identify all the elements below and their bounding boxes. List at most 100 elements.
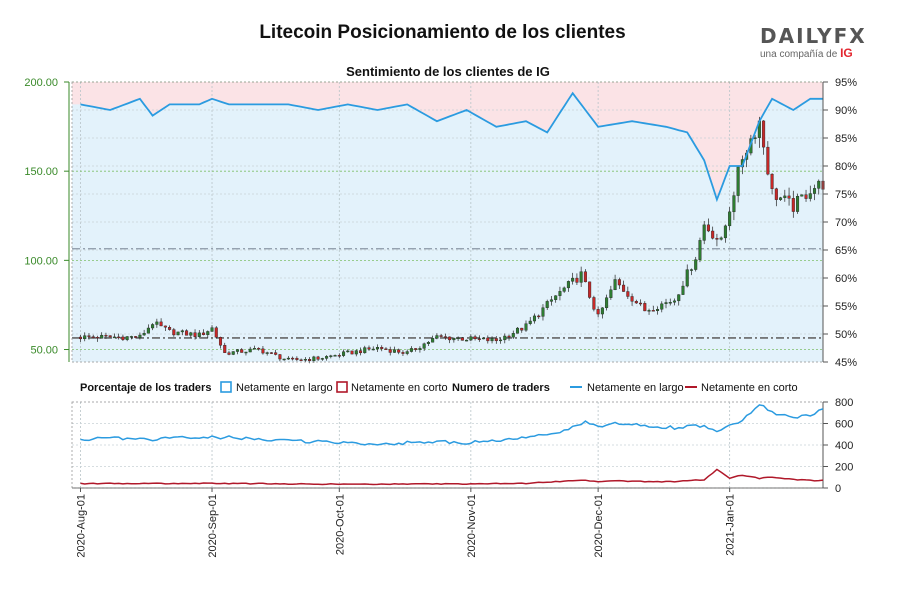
candle [791,190,795,218]
candle [715,233,719,247]
candle-body [214,327,218,338]
legend-pct-short-label: Netamente en corto [351,382,448,394]
candle-body [371,348,375,351]
candle [622,280,626,292]
candle [524,320,528,332]
candle [719,236,723,241]
candle-body [388,349,392,353]
candle [452,337,456,343]
candle-body [252,348,256,350]
candle [490,336,494,344]
candle [117,333,121,340]
candle-body [257,348,261,350]
candle [736,165,740,203]
candle [422,342,426,351]
candle [95,335,99,342]
candle-body [694,259,698,270]
candle-body [465,339,469,342]
candle-body [308,359,312,362]
candle [677,294,681,306]
candle [579,266,583,288]
legend-pct-short-swatch [336,381,348,393]
legend-pct-long-swatch [220,381,232,393]
candle-body [668,302,672,304]
candle [609,285,613,300]
candle [189,331,193,338]
candle-body [520,327,524,331]
candle-body [227,352,231,355]
candle-body [350,350,354,355]
candle-body [151,324,155,329]
candle [282,358,286,361]
count-tick-label: 800 [835,397,853,409]
candle-body [554,295,558,300]
candle-body [189,332,193,336]
candle [244,351,248,356]
candle [392,346,396,353]
candle-body [265,352,269,354]
candle-body [443,336,447,338]
candle-body [685,269,689,287]
candle-body [409,348,413,352]
candle [426,341,430,346]
candle-body [117,336,121,339]
candle [214,326,218,339]
date-tick-label: 2020-Aug-01 [75,494,87,558]
candle [600,307,604,319]
candle-body [367,347,371,350]
candle-body [431,338,435,343]
candle-body [626,291,630,297]
candle-body [672,300,677,303]
candle [354,349,358,357]
candle-body [499,339,503,342]
candle [537,314,541,320]
candle-body [779,197,783,200]
candle [265,351,269,356]
candle-body [473,336,477,339]
pct-tick-label: 75% [835,189,857,201]
candle-body [643,303,647,312]
candle-body [176,331,180,336]
candle [112,333,116,339]
candle-body [312,356,316,362]
count-tick-label: 200 [835,462,853,474]
count-long-line [80,404,824,446]
candle [681,280,685,295]
candle-body [456,337,460,340]
candle [380,345,384,352]
candle [732,191,736,221]
candle [643,301,647,312]
price-tick-label: 50.00 [30,345,58,357]
candle-body [168,327,172,330]
candle-body [375,347,380,350]
candle [409,346,413,353]
date-tick-label: 2021-Jan-01 [725,494,737,556]
candle [499,338,503,344]
count-tick-label: 600 [835,419,853,431]
candle-body [452,338,456,341]
candle [435,333,439,340]
candle [185,329,189,336]
pct-tick-label: 50% [835,329,857,341]
candle-body [660,303,664,310]
candle-body [630,296,634,302]
candle [808,185,812,202]
candle-body [503,335,507,341]
candle [469,334,473,342]
candle-body [558,291,562,296]
candle [210,325,214,332]
candle-body [240,349,244,353]
candle [83,332,87,342]
candle-body [333,355,337,357]
pct-tick-label: 60% [835,273,857,285]
candle [486,335,490,344]
candle [694,256,698,272]
candle-body [274,352,278,355]
candle [685,264,689,288]
legend-num-short-label: Netamente en corto [701,382,798,394]
candle-body [401,352,405,354]
candle-body [244,351,248,354]
candle-body [392,349,396,353]
candle [235,349,239,355]
